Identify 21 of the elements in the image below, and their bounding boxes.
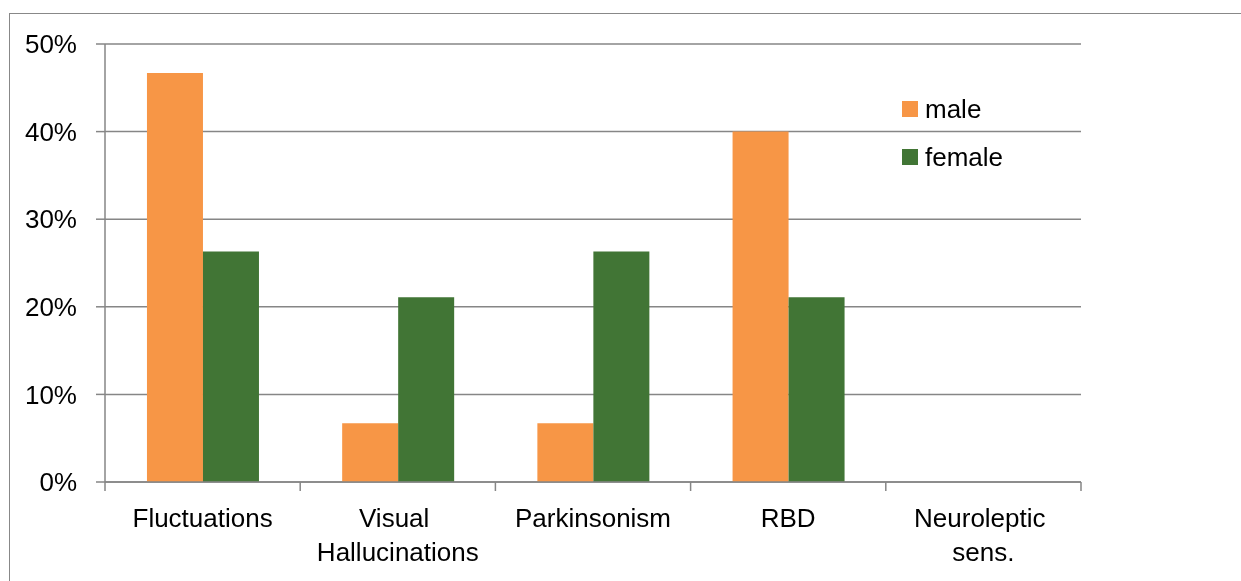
legend-label: female — [925, 141, 1004, 173]
x-tick-label: Parkinsonism — [514, 503, 672, 534]
y-tick-label: 40% — [24, 116, 77, 147]
y-tick-label: 20% — [24, 292, 77, 323]
bar — [342, 423, 399, 482]
bar — [788, 297, 845, 482]
bar — [398, 297, 455, 482]
bar — [593, 251, 650, 482]
y-tick-label: 0% — [39, 467, 77, 498]
x-tick-label: Visual Hallucinations — [316, 503, 479, 568]
x-tick-label: Fluctuations — [132, 503, 273, 534]
y-tick-label: 10% — [24, 379, 77, 410]
y-tick-label: 30% — [24, 204, 77, 235]
legend-label: male — [925, 93, 982, 125]
bar — [202, 251, 259, 482]
y-tick-label: 50% — [24, 29, 77, 60]
bar — [732, 131, 789, 482]
x-tick-label: Neuroleptic sens. — [914, 503, 1053, 568]
x-tick-label: RBD — [760, 503, 816, 534]
bar — [146, 72, 203, 482]
bar — [537, 423, 594, 482]
